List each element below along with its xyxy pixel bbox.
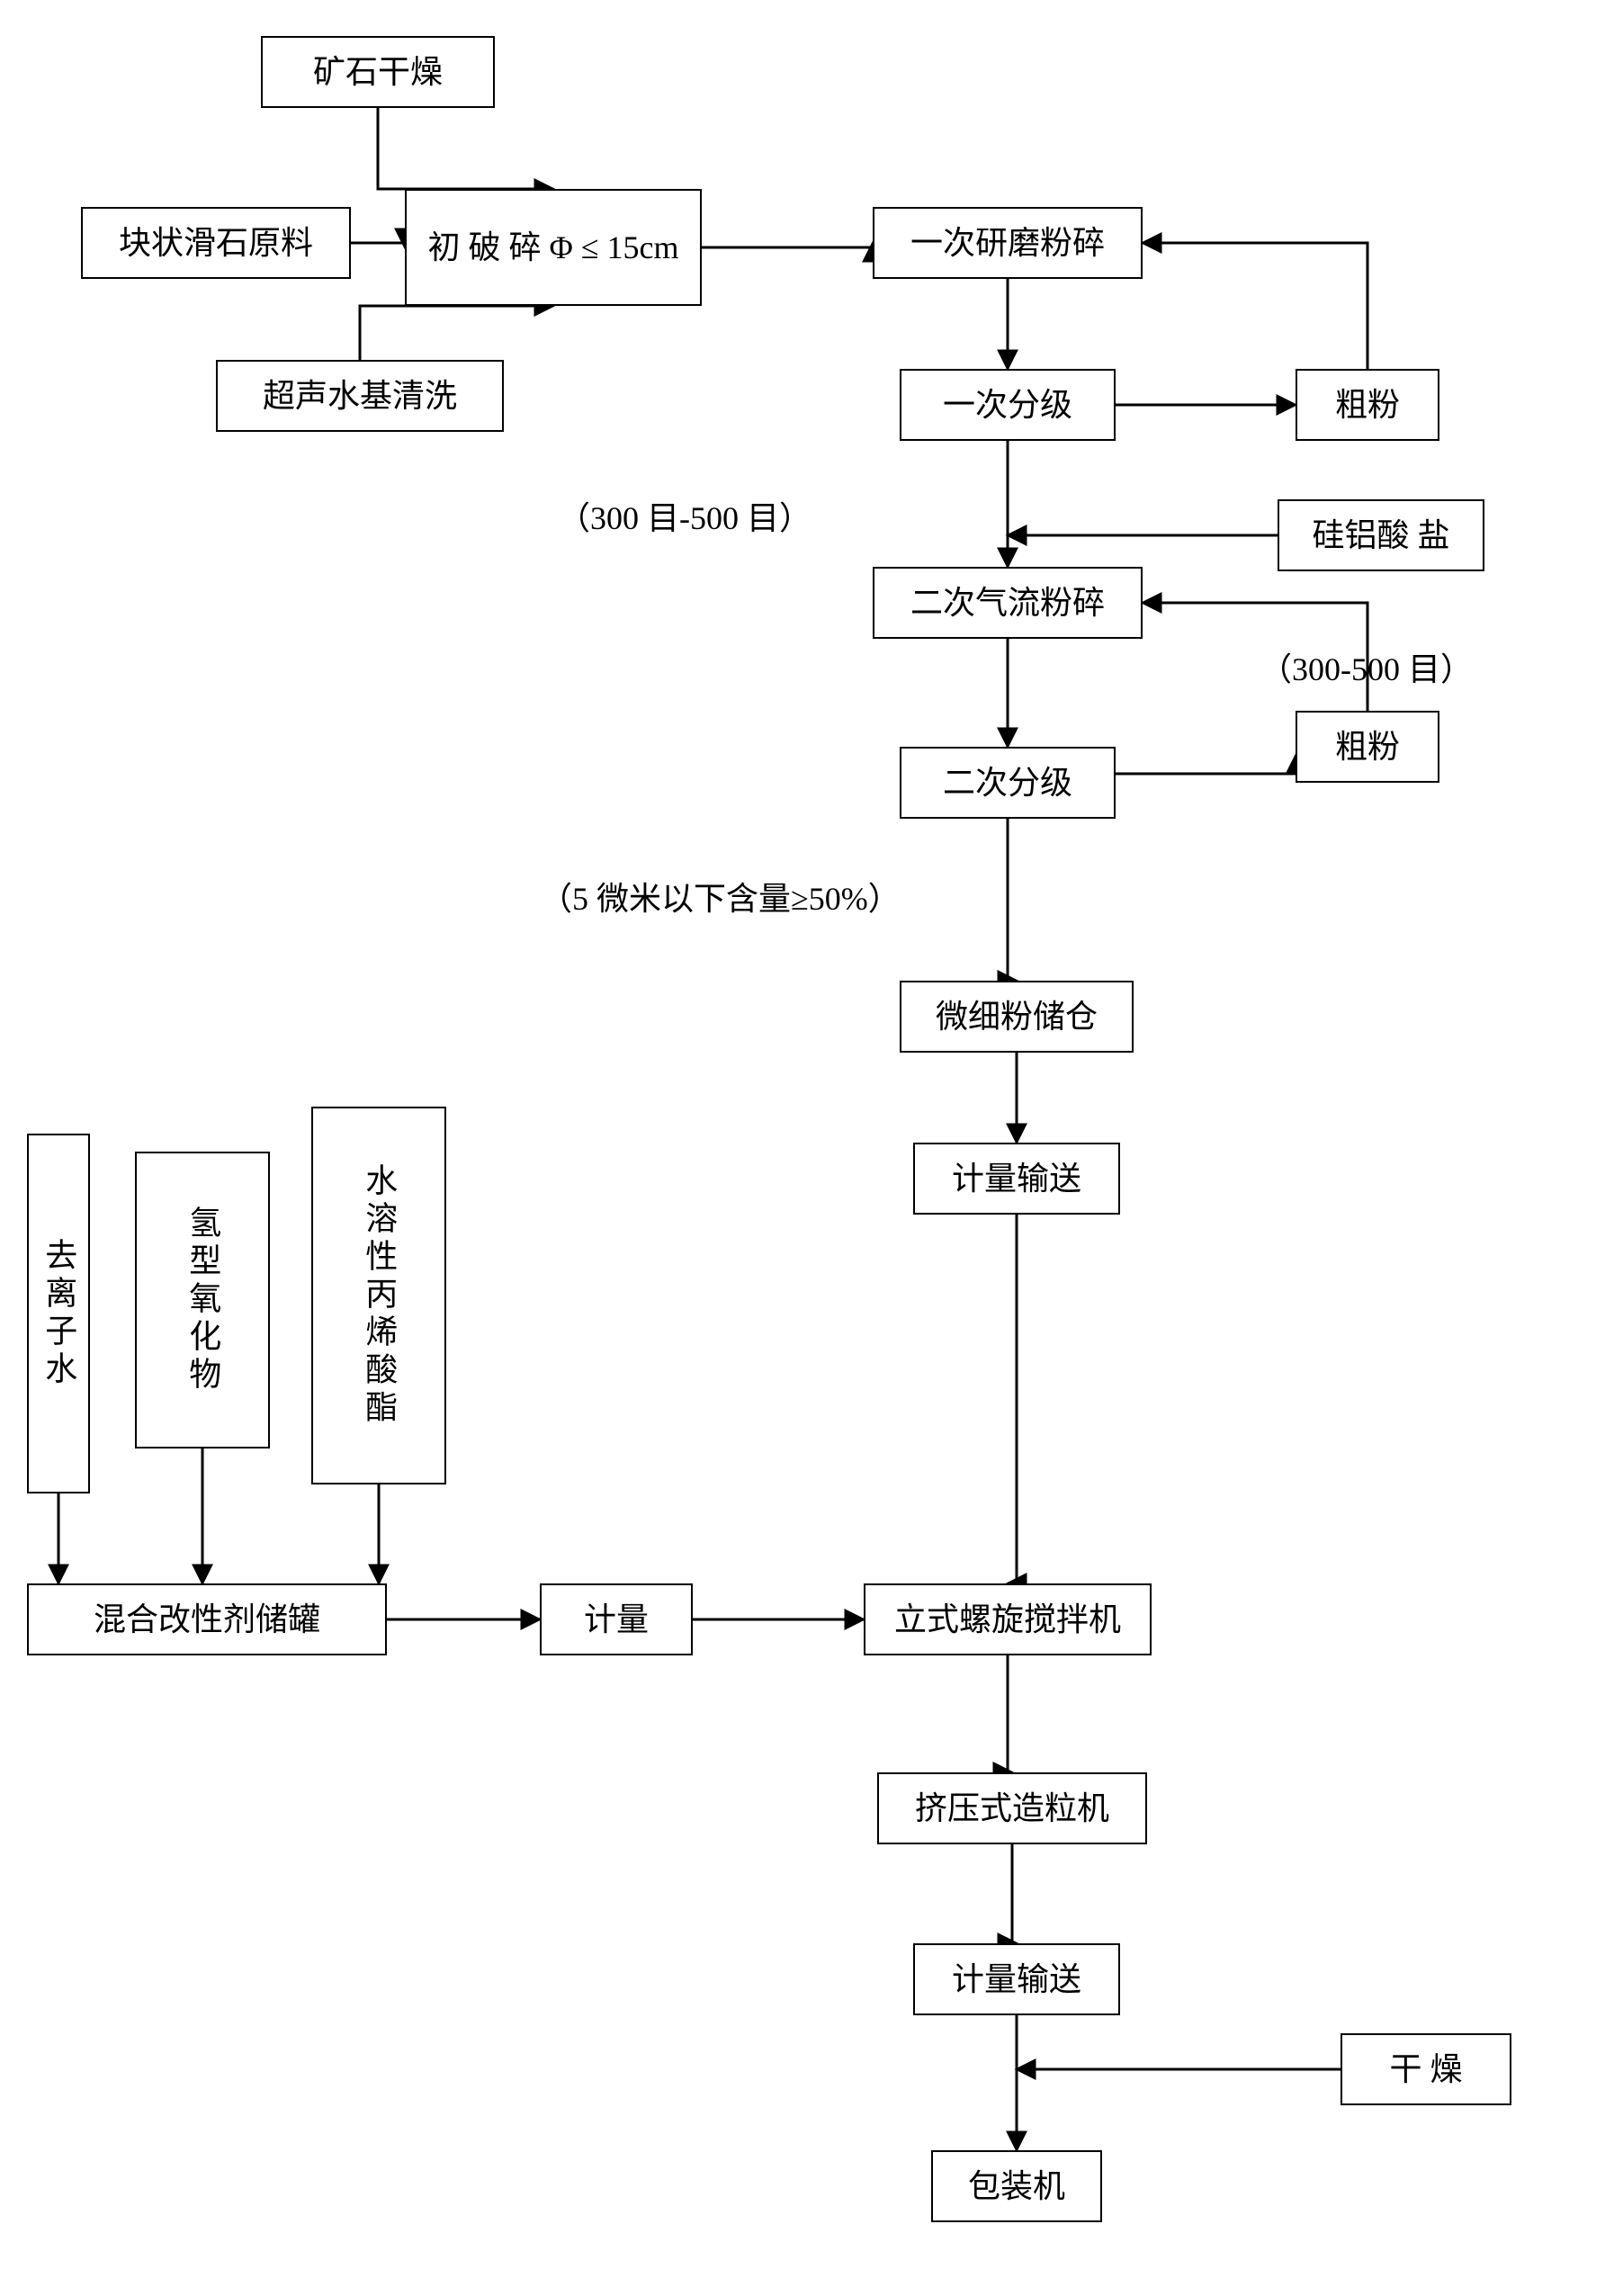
node-n_class2: 二次分级 bbox=[900, 747, 1116, 819]
label-l3: （5 微米以下含量≥50%） bbox=[540, 873, 901, 919]
flowchart-edges bbox=[0, 0, 1623, 2296]
node-n_acrylate: 水溶性丙烯酸酯 bbox=[311, 1107, 446, 1484]
node-n_grind1: 一次研磨粉碎 bbox=[873, 207, 1143, 279]
node-n_gran: 挤压式造粒机 bbox=[877, 1772, 1147, 1844]
node-n_pack: 包装机 bbox=[931, 2150, 1102, 2222]
node-n_class1: 一次分级 bbox=[900, 369, 1116, 441]
node-n_silo: 微细粉储仓 bbox=[900, 981, 1134, 1053]
node-n_jet: 二次气流粉碎 bbox=[873, 567, 1143, 639]
node-n_dry2: 干 燥 bbox=[1341, 2033, 1511, 2105]
node-n_meter3: 计量输送 bbox=[913, 1943, 1120, 2015]
node-n_coarse2: 粗粉 bbox=[1296, 711, 1439, 783]
node-n_wash: 超声水基清洗 bbox=[216, 360, 504, 432]
node-n_dry: 矿石干燥 bbox=[261, 36, 495, 108]
node-n_sial: 硅铝酸 盐 bbox=[1278, 499, 1484, 571]
label-l2: （300-500 目） bbox=[1260, 643, 1473, 690]
label-l1: （300 目-500 目） bbox=[558, 492, 812, 539]
node-n_water: 去离子水 bbox=[27, 1134, 90, 1493]
node-n_crush: 初 破 碎 Φ ≤ 15cm bbox=[405, 189, 702, 306]
node-n_hydride: 氢型氧化物 bbox=[135, 1152, 270, 1448]
node-n_raw: 块状滑石原料 bbox=[81, 207, 351, 279]
node-n_tank: 混合改性剂储罐 bbox=[27, 1583, 387, 1655]
node-n_meter1: 计量输送 bbox=[913, 1143, 1120, 1215]
node-n_mixer: 立式螺旋搅拌机 bbox=[864, 1583, 1152, 1655]
node-n_meter2: 计量 bbox=[540, 1583, 693, 1655]
node-n_coarse1: 粗粉 bbox=[1296, 369, 1439, 441]
